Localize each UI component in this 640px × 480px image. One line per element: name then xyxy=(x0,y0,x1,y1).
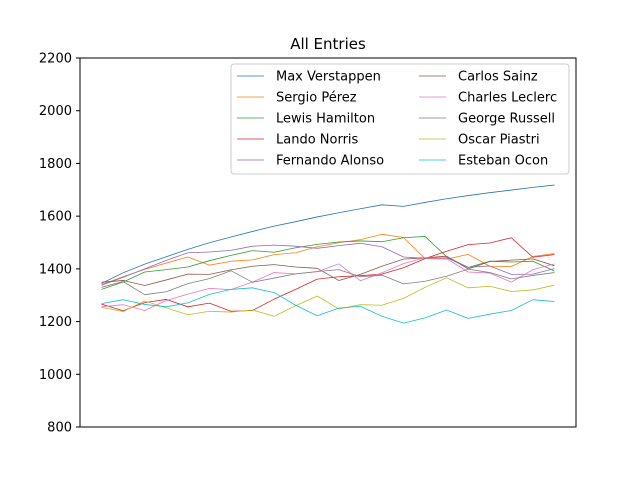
series-line-carlos-sainz xyxy=(101,255,555,286)
y-tick-label: 2000 xyxy=(39,104,72,119)
y-tick-label: 1800 xyxy=(39,157,72,172)
legend-label: Esteban Ocon xyxy=(458,154,548,169)
plot-frame xyxy=(79,57,577,428)
legend-label: Lando Norris xyxy=(276,133,359,148)
series-line-fernando-alonso xyxy=(101,242,555,286)
legend-box xyxy=(230,63,570,175)
y-tick-label: 1000 xyxy=(39,368,72,383)
legend-label: Sergio Pérez xyxy=(276,91,357,106)
series-line-sergio-p-rez xyxy=(101,233,555,286)
series-line-charles-leclerc xyxy=(101,257,555,311)
legend-label: Lewis Hamilton xyxy=(276,112,375,127)
y-tick-label: 1600 xyxy=(39,210,72,225)
series-line-max-verstappen xyxy=(101,184,555,284)
legend-label: Carlos Sainz xyxy=(458,70,538,85)
series-line-esteban-ocon xyxy=(101,287,555,324)
legend-label: Fernando Alonso xyxy=(276,154,384,169)
y-tick-label: 1200 xyxy=(39,315,72,330)
series-line-lewis-hamilton xyxy=(101,236,555,290)
series-line-george-russell xyxy=(101,268,555,296)
legend: Max Verstappen Sergio Pérez Lewis Hamilton… xyxy=(230,63,570,175)
y-tick-label: 800 xyxy=(47,421,72,436)
chart-title: All Entries xyxy=(290,35,366,53)
legend-label: George Russell xyxy=(458,112,555,127)
y-axis: 800 1000 1200 1400 1600 1800 2000 2200 xyxy=(39,52,80,436)
series-line-lando-norris xyxy=(101,237,555,312)
y-tick-label: 1400 xyxy=(39,262,72,277)
y-tick-label: 2200 xyxy=(39,52,72,67)
legend-label: Oscar Piastri xyxy=(458,133,540,148)
series-layer xyxy=(101,184,555,324)
series-line-oscar-piastri xyxy=(101,277,555,317)
legend-label: Max Verstappen xyxy=(276,70,381,85)
legend-label: Charles Leclerc xyxy=(458,91,557,106)
